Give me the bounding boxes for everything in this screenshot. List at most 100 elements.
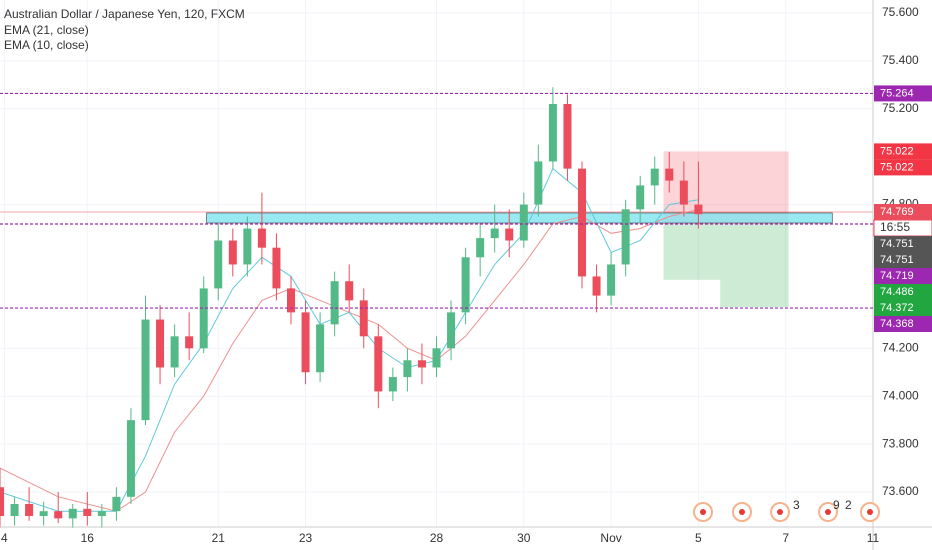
candle-body	[170, 336, 179, 368]
price-label-bg	[874, 283, 932, 300]
price-label: 74.751	[880, 238, 914, 250]
price-label: 74.751	[880, 254, 914, 266]
event-dot	[867, 509, 873, 515]
y-tick-label: 75.200	[882, 101, 919, 115]
y-tick-label: 75.400	[882, 53, 919, 67]
candle-body	[97, 511, 106, 516]
candle-body	[650, 168, 659, 186]
price-label-bg	[874, 315, 932, 332]
event-dot	[739, 509, 745, 515]
candle-body	[563, 103, 572, 169]
x-tick-label: 21	[212, 531, 226, 545]
candle-body	[287, 288, 295, 313]
candle-body	[0, 487, 4, 516]
indicator-label: EMA (10, close)	[4, 38, 89, 52]
candle-body	[388, 377, 397, 392]
x-tick-label: 23	[299, 531, 313, 545]
y-tick-label: 75.600	[882, 5, 919, 19]
x-tick-label: 5	[695, 531, 702, 545]
x-tick-label: 16	[81, 531, 95, 545]
candle-body	[301, 312, 310, 373]
candle-body	[243, 228, 252, 265]
price-label: 75.022	[880, 161, 914, 173]
candle-body	[126, 420, 135, 497]
candle-body	[54, 511, 63, 519]
candle-body	[461, 257, 470, 313]
price-label-bg	[874, 143, 932, 160]
candle-body	[679, 180, 688, 205]
candle-body	[25, 504, 34, 516]
x-tick-label: 4	[1, 531, 8, 545]
candle-body	[636, 185, 645, 210]
price-label-bg	[874, 267, 932, 284]
event-count: 2	[845, 498, 852, 512]
candle-body	[10, 504, 19, 516]
y-tick-label: 74.200	[882, 340, 919, 354]
price-label: 75.022	[880, 145, 914, 157]
candle-body	[607, 264, 616, 296]
price-label: 74.719	[880, 270, 914, 282]
indicator-label: EMA (21, close)	[4, 23, 89, 37]
ema-line	[0, 208, 699, 512]
target-zone	[663, 223, 721, 280]
price-label: 74.368	[880, 318, 914, 330]
x-tick-label: Nov	[600, 531, 621, 545]
chart-title: Australian Dollar / Japanese Yen, 120, F…	[4, 7, 245, 21]
candle-body	[432, 348, 441, 368]
candle-body	[519, 204, 528, 241]
y-tick-label: 74.000	[882, 388, 919, 402]
candle-body	[39, 511, 48, 516]
candle-body	[141, 319, 150, 421]
event-count: 9	[833, 498, 840, 512]
candle-body	[548, 103, 557, 162]
plot-area	[0, 0, 874, 528]
price-label-bg	[874, 251, 932, 268]
candle-body	[156, 319, 165, 368]
candle-body	[621, 209, 630, 265]
candle-body	[417, 360, 426, 368]
price-label-bg	[874, 203, 932, 220]
candle-body	[112, 496, 121, 512]
candle-body	[374, 336, 383, 392]
candle-body	[68, 508, 77, 519]
candle-body	[185, 336, 194, 349]
price-label: 74.486	[880, 286, 914, 298]
candle-body	[83, 508, 92, 516]
candle-body	[330, 281, 339, 325]
candle-body	[447, 312, 456, 349]
candle-body	[476, 238, 485, 258]
x-tick-label: 11	[867, 531, 880, 545]
candle-body	[694, 204, 703, 215]
countdown: 16:55	[880, 220, 910, 234]
price-label: 75.264	[880, 87, 914, 99]
candle-body	[316, 324, 325, 373]
price-label-bg	[874, 299, 932, 316]
candle-body	[214, 240, 223, 289]
price-label-bg	[874, 159, 932, 176]
candle-body	[505, 228, 514, 241]
y-tick-label: 73.800	[882, 436, 919, 450]
candle-body	[272, 247, 281, 289]
candle-body	[534, 161, 543, 205]
event-dot	[700, 509, 706, 515]
price-label: 74.769	[880, 206, 914, 218]
event-dot	[777, 509, 783, 515]
y-tick-label: 73.600	[882, 484, 919, 498]
event-dot	[825, 509, 831, 515]
candle-body	[359, 300, 368, 337]
candle-body	[199, 288, 208, 349]
price-label-bg	[874, 85, 932, 102]
candle-body	[665, 168, 674, 181]
candle-body	[592, 276, 601, 296]
candle-body	[490, 228, 499, 239]
support-zone	[206, 212, 833, 224]
x-tick-label: 7	[782, 531, 789, 545]
price-label: 74.372	[880, 302, 914, 314]
candle-body	[403, 360, 412, 378]
event-count: 3	[793, 498, 800, 512]
target-zone	[720, 223, 789, 308]
candle-body	[345, 281, 354, 301]
x-tick-label: 30	[517, 531, 531, 545]
price-label-bg	[874, 235, 932, 252]
